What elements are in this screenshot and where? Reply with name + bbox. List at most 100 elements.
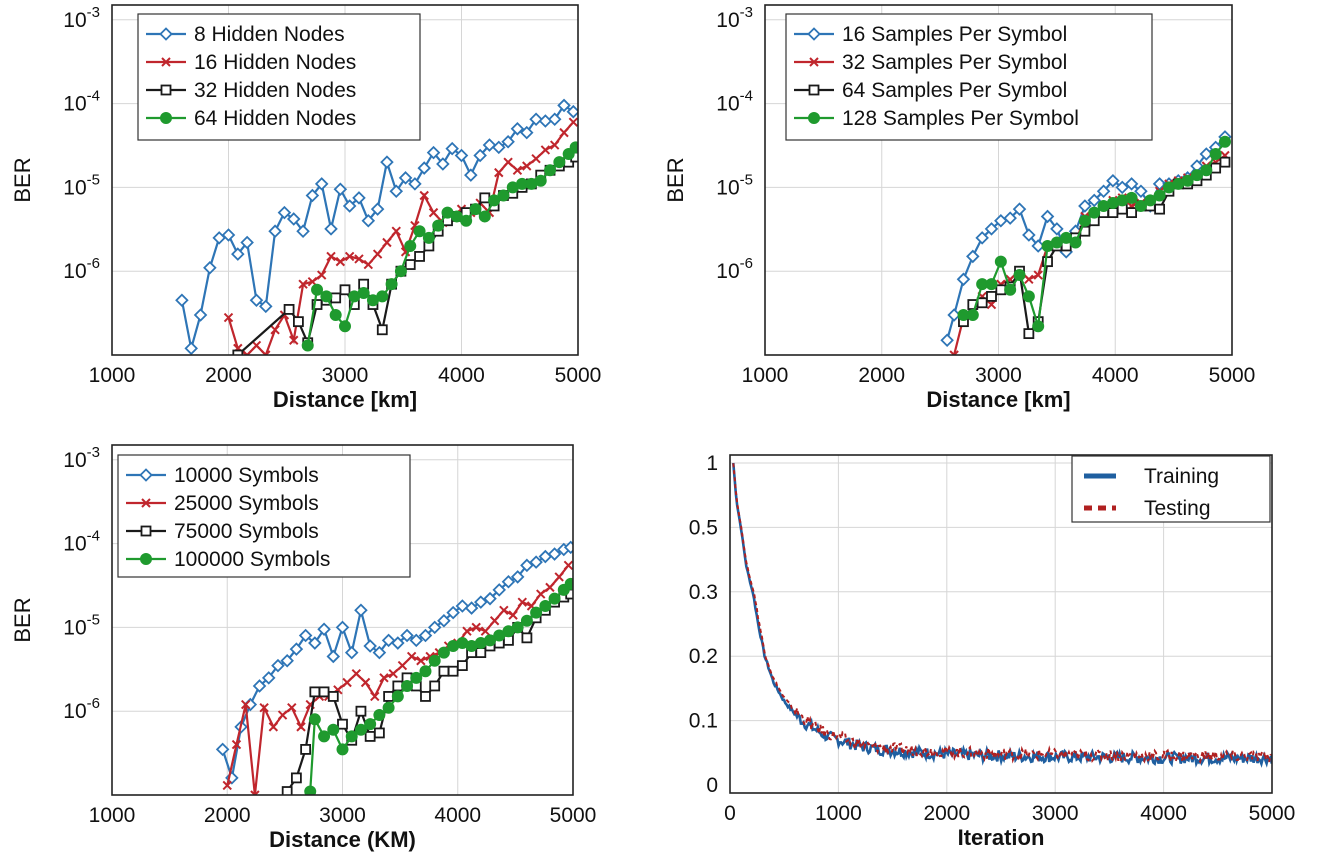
y-axis-label: BER: [10, 157, 35, 202]
y-tick-exponent: -4: [87, 528, 100, 545]
data-point: [249, 293, 264, 308]
data-point: [339, 320, 351, 333]
y-tick-exponent: -4: [87, 88, 100, 105]
data-point: [1218, 135, 1231, 148]
data-point: [261, 350, 271, 355]
y-axis-label: BER: [663, 157, 688, 202]
legend-marker: [808, 112, 820, 124]
data-point: [418, 628, 433, 643]
data-point: [538, 114, 553, 128]
legend-label: 64 Samples Per Symbol: [842, 79, 1067, 102]
legend-label: 25000 Symbols: [174, 492, 319, 515]
data-point: [309, 686, 321, 698]
data-point: [277, 710, 288, 720]
x-tick-label: 1000: [89, 804, 136, 827]
data-point: [268, 722, 279, 732]
data-point: [388, 669, 398, 679]
data-point: [501, 135, 515, 149]
data-point: [382, 237, 392, 248]
data-point: [1154, 203, 1166, 215]
data-point: [337, 718, 348, 730]
x-tick-label: 0: [724, 802, 736, 825]
x-tick-label: 2000: [858, 364, 905, 387]
data-point: [232, 349, 244, 355]
data-point: [1144, 194, 1157, 207]
data-point: [483, 591, 497, 606]
data-point: [488, 194, 501, 207]
data-point: [223, 312, 234, 323]
x-axis-label: Distance (KM): [269, 827, 416, 852]
data-point: [1023, 328, 1035, 340]
data-point: [540, 145, 551, 155]
x-tick-label: 4000: [434, 804, 481, 827]
series-line: [963, 141, 1226, 327]
data-point: [1032, 320, 1045, 333]
legend-label: 8 Hidden Nodes: [194, 23, 345, 46]
data-point: [261, 671, 276, 685]
legend-marker: [160, 84, 172, 96]
data-point: [318, 686, 330, 698]
y-tick-base: 10: [63, 93, 86, 116]
y-tick-base: 10: [716, 260, 739, 283]
data-point: [389, 184, 404, 198]
data-point: [484, 634, 497, 647]
data-point: [1107, 207, 1119, 219]
legend: 10000 Symbols 25000 Symbols 75000 Symbols 1…: [117, 454, 411, 578]
data-point: [447, 665, 459, 677]
legend-marker: [161, 57, 171, 67]
data-point: [372, 645, 387, 660]
legend-marker: [808, 84, 820, 96]
data-point: [400, 628, 414, 643]
data-point: [975, 231, 989, 245]
data-point: [317, 622, 331, 637]
data-point: [420, 691, 431, 702]
data-point: [259, 299, 273, 314]
x-tick-label: 3000: [322, 364, 369, 387]
data-point: [501, 575, 516, 589]
series-group: [215, 540, 573, 795]
data-point: [1078, 214, 1091, 227]
data-point: [376, 324, 388, 336]
data-point: [203, 260, 217, 275]
legend-entry: 100000 Symbols: [126, 548, 330, 571]
data-point: [416, 656, 426, 666]
legend-label: 64 Hidden Nodes: [194, 107, 356, 130]
data-point: [427, 620, 442, 635]
data-point: [391, 690, 404, 703]
data-point: [409, 633, 424, 648]
data-point: [326, 649, 341, 664]
data-point: [1152, 177, 1167, 191]
data-point: [445, 141, 459, 156]
legend-label: Training: [1144, 465, 1219, 488]
data-point: [1069, 236, 1082, 249]
plot-frame: [111, 444, 574, 796]
data-point: [436, 157, 450, 171]
data-point: [355, 705, 367, 717]
y-tick-base: 10: [716, 93, 739, 116]
data-point: [383, 691, 395, 702]
y-tick-base: 10: [63, 533, 86, 556]
legend-marker: [160, 112, 172, 124]
x-tick-label: 5000: [550, 804, 597, 827]
legend-entry: 128 Samples Per Symbol: [794, 107, 1079, 130]
data-point: [308, 713, 321, 726]
data-point: [193, 308, 208, 322]
legend-marker: [141, 498, 151, 508]
data-point: [289, 335, 299, 345]
y-tick-exponent: -5: [87, 611, 100, 628]
data-point: [1050, 236, 1063, 249]
data-point: [335, 256, 346, 267]
data-point: [318, 730, 331, 743]
y-tick-exponent: -3: [87, 444, 100, 461]
y-tick-label: 10-4: [63, 528, 100, 556]
y-tick-exponent: -4: [740, 88, 753, 105]
data-point: [1125, 191, 1138, 204]
series-line-testing: [732, 463, 1272, 765]
chart-ber-vs-distance-hidden-nodes: 1000 2000 3000 4000 500010-610-510-410-3Dist…: [10, 4, 601, 412]
y-tick-base: 10: [63, 700, 86, 723]
data-point: [464, 168, 478, 182]
data-point: [1022, 228, 1036, 242]
data-point: [290, 772, 302, 784]
x-tick-label: 5000: [555, 364, 602, 387]
data-point: [1003, 211, 1017, 225]
